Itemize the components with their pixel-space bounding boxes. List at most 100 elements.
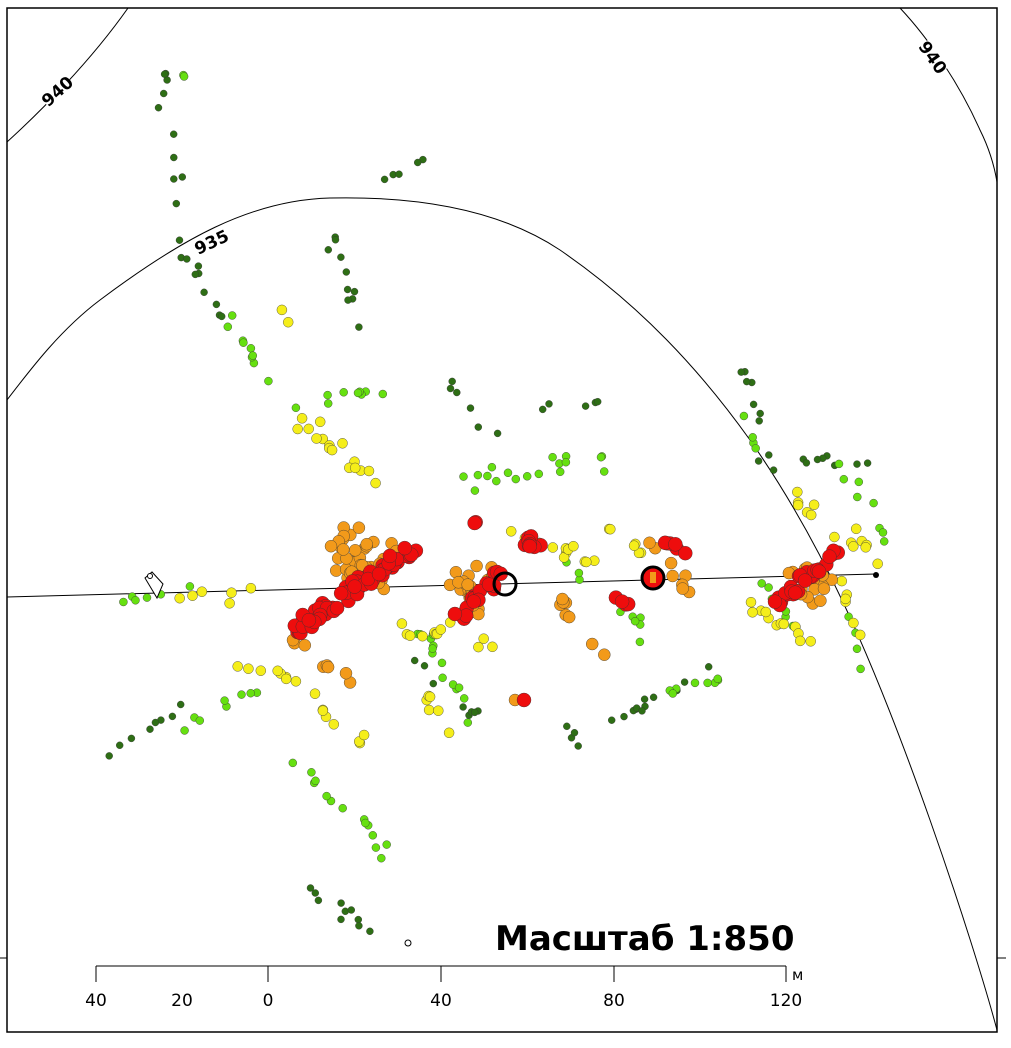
event-dot-very-low bbox=[705, 663, 713, 671]
event-dot-low bbox=[856, 664, 865, 674]
event-dot-medium bbox=[872, 558, 883, 569]
event-dot-very-low bbox=[853, 460, 861, 468]
event-dot-very-low bbox=[169, 130, 178, 138]
event-dot-very-high bbox=[371, 566, 387, 582]
event-dot-medium bbox=[487, 641, 498, 652]
event-dot-very-low bbox=[765, 451, 773, 459]
event-dot-medium bbox=[478, 633, 489, 644]
event-dot-low bbox=[492, 476, 501, 486]
event-dot-very-low bbox=[539, 405, 547, 414]
event-dot-low bbox=[454, 683, 464, 692]
event-dot-low bbox=[322, 791, 331, 801]
event-dot-medium bbox=[851, 523, 862, 534]
event-dot-very-high bbox=[516, 692, 532, 708]
event-dot-medium bbox=[281, 673, 292, 685]
event-dot-low bbox=[368, 831, 377, 840]
event-dot-medium bbox=[417, 631, 428, 642]
event-dot-very-low bbox=[350, 287, 359, 296]
event-dot-medium bbox=[187, 590, 198, 601]
event-dot-very-high bbox=[467, 515, 482, 531]
event-dot-low bbox=[757, 579, 766, 588]
event-dot-very-low bbox=[813, 455, 822, 464]
event-dot-very-low bbox=[453, 388, 461, 397]
event-dot-very-high bbox=[333, 586, 349, 601]
event-dot-high bbox=[563, 610, 576, 624]
event-dot-very-low bbox=[754, 457, 763, 465]
event-dot-high bbox=[666, 569, 679, 583]
event-dot-medium bbox=[855, 629, 866, 641]
event-dot-low bbox=[361, 818, 370, 828]
event-dot-medium bbox=[358, 729, 370, 741]
event-dot-low bbox=[246, 689, 255, 698]
event-dot-very-low bbox=[594, 398, 602, 406]
event-dot-low bbox=[473, 470, 483, 480]
event-dot-very-low bbox=[420, 662, 429, 670]
event-dot-very-low bbox=[471, 708, 479, 717]
event-dot-very-low bbox=[127, 734, 136, 743]
event-dot-low bbox=[703, 678, 712, 688]
event-dot-low bbox=[483, 471, 492, 481]
event-dot-low bbox=[600, 467, 609, 476]
event-dot-very-low bbox=[200, 288, 208, 296]
event-dot-very-low bbox=[380, 175, 389, 184]
event-dot-very-low bbox=[366, 927, 374, 935]
event-dot-low bbox=[511, 474, 520, 484]
event-dot-high bbox=[598, 648, 611, 661]
event-dot-medium bbox=[848, 541, 859, 552]
seismic-events bbox=[105, 69, 889, 935]
event-dot-very-low bbox=[314, 896, 323, 905]
event-dot-very-high bbox=[614, 594, 630, 609]
event-dot-medium bbox=[568, 541, 579, 552]
event-dot-low bbox=[690, 678, 700, 688]
event-dot-medium bbox=[433, 705, 444, 716]
event-dot-low bbox=[311, 776, 320, 785]
event-dot-medium bbox=[255, 665, 266, 676]
event-dot-very-high bbox=[466, 594, 481, 609]
event-dot-low bbox=[353, 388, 363, 398]
event-dot-low bbox=[239, 338, 248, 347]
event-dot-very-high bbox=[788, 585, 803, 600]
event-dot-very-low bbox=[194, 262, 203, 270]
scale-tick-label: 20 bbox=[171, 991, 193, 1011]
event-dot-medium bbox=[423, 704, 435, 716]
event-dot-low bbox=[630, 617, 640, 626]
event-dot-very-low bbox=[344, 296, 352, 304]
event-dot-low bbox=[339, 388, 348, 397]
event-dot-very-low bbox=[154, 103, 163, 112]
event-dot-very-high bbox=[811, 564, 827, 579]
event-dot-low bbox=[382, 840, 391, 849]
scale-tick-label: 40 bbox=[430, 991, 452, 1011]
contour-line-940-left bbox=[6, 7, 129, 143]
event-dot-very-low bbox=[354, 915, 362, 924]
event-dot-low bbox=[131, 596, 140, 605]
survey-line-end-point bbox=[873, 572, 879, 578]
event-dot-very-low bbox=[306, 884, 315, 892]
event-dot-medium bbox=[311, 433, 322, 444]
event-dot-very-low bbox=[146, 725, 154, 733]
event-dot-very-low bbox=[638, 707, 646, 715]
event-dot-medium bbox=[745, 597, 757, 608]
source-marker-core bbox=[650, 572, 656, 583]
event-dot-medium bbox=[317, 705, 329, 716]
event-dot-medium bbox=[326, 444, 338, 456]
event-dot-low bbox=[878, 528, 888, 537]
event-dot-very-low bbox=[172, 199, 181, 208]
event-dot-medium bbox=[860, 542, 871, 553]
event-dot-very-low bbox=[175, 236, 184, 244]
event-dot-medium bbox=[290, 676, 302, 687]
event-dot-very-high bbox=[797, 573, 813, 588]
event-dot-low bbox=[220, 696, 229, 705]
event-dot-medium bbox=[473, 641, 484, 653]
event-dot-low bbox=[195, 716, 205, 725]
event-dot-very-high bbox=[447, 606, 463, 622]
event-dot-medium bbox=[747, 607, 758, 618]
contour-label-bg bbox=[38, 72, 77, 111]
event-dot-medium bbox=[226, 587, 237, 598]
event-dot-low bbox=[291, 403, 301, 412]
event-dot-high bbox=[664, 556, 678, 570]
event-dot-very-low bbox=[159, 89, 168, 98]
event-dot-low bbox=[854, 477, 863, 487]
event-dot-low bbox=[142, 593, 152, 602]
event-dot-high bbox=[470, 559, 483, 573]
event-dot-low bbox=[561, 458, 571, 467]
